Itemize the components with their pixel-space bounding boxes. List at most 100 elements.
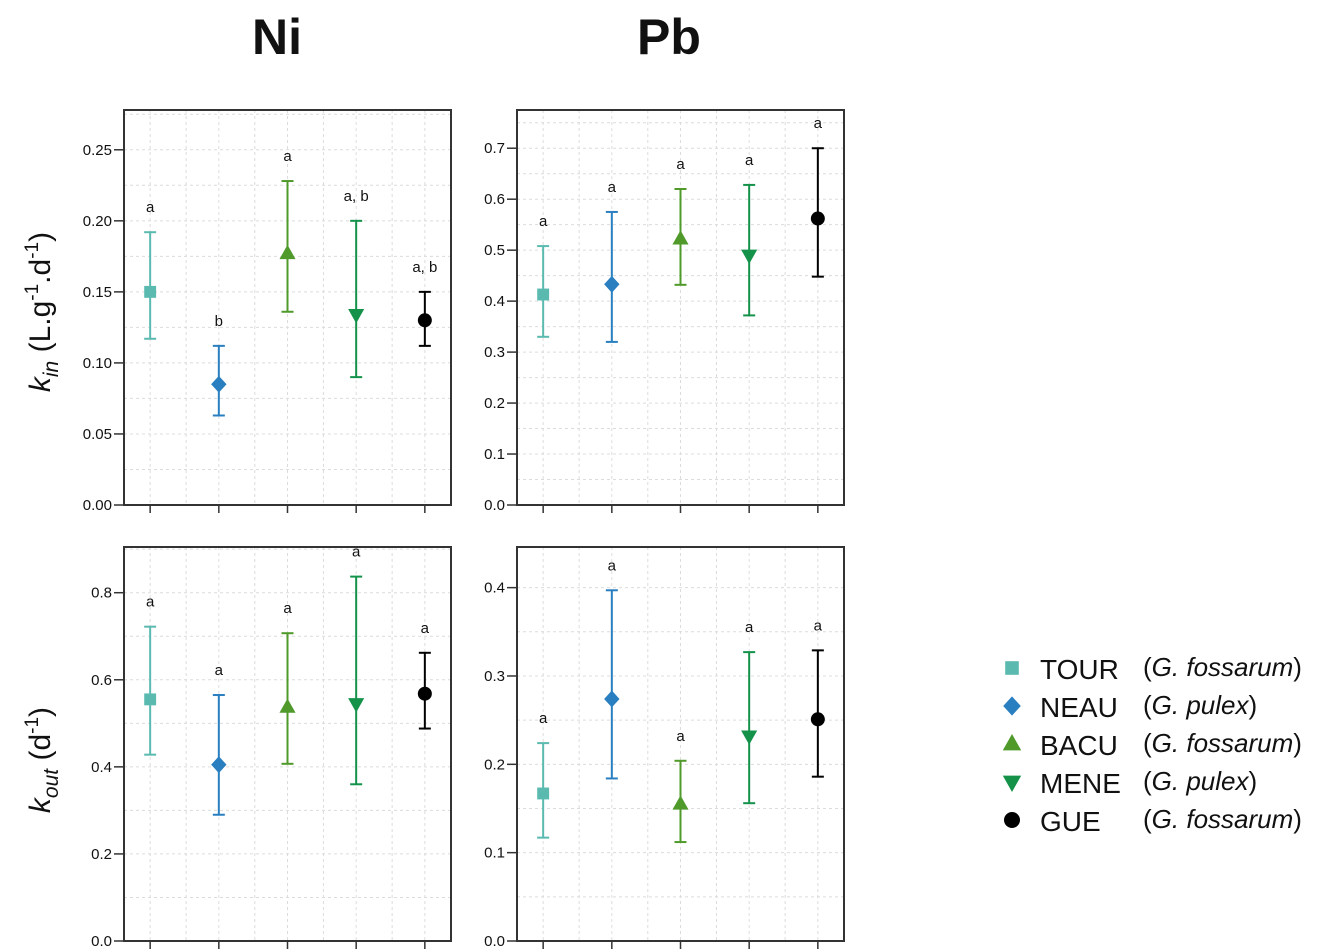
kin-sup-2: -1 [22,242,43,259]
data-point-BACU [672,795,689,810]
legend-marker-BACU [1002,734,1022,751]
panel-Pb-kout: 0.0 0.1 0.2 0.3 0.4 a a a a a [484,546,845,950]
legend-species-label: (G. pulex) [1143,766,1257,796]
kin-unit-mid: .d [24,259,57,284]
kout-symbol: k [24,796,57,813]
significance-letter-GUE: a [814,617,823,634]
y-tick-label: 0.0 [91,933,112,950]
y-tick-label: 0.1 [484,446,505,463]
y-tick-label: 0.3 [484,668,505,685]
column-titles: Ni Pb [252,9,701,65]
error-bar-MENE [350,575,363,786]
legend-site-label: GUE [1040,806,1101,837]
legend-species-label: (G. fossarum) [1143,652,1302,682]
data-point-NEAU [211,375,227,393]
data-point-BACU [279,698,296,713]
significance-letter-MENE: a [745,152,754,169]
svg-text:kout (d-1): kout (d-1) [22,707,63,813]
data-point-BACU [279,244,296,260]
y-tick-label: 0.8 [91,585,112,602]
y-tick-label: 0.2 [484,756,505,773]
y-tick-label: 0.10 [83,355,112,372]
data-point-NEAU [604,690,620,708]
y-tick-label: 0.0 [484,933,505,950]
y-tick-label: 0.6 [484,191,505,208]
y-tick-label: 0.5 [484,242,505,259]
error-bar-TOUR [144,625,157,756]
y-tick-label: 0.6 [91,672,112,689]
y-axis-label-kout: kout (d-1) [22,707,63,813]
data-point-TOUR [537,288,550,301]
kin-symbol: k [24,375,57,392]
y-tick-label: 0.7 [484,140,505,157]
legend-site-label: TOUR [1040,654,1119,685]
data-point-TOUR [144,693,157,706]
significance-letter-MENE: a, b [344,188,369,205]
y-tick-label: 0.15 [83,284,112,301]
significance-letter-NEAU: a [608,179,617,196]
significance-letter-NEAU: a [215,662,224,679]
significance-letter-BACU: a [283,600,292,617]
legend-item-TOUR: TOUR (G. fossarum) [1005,652,1302,685]
error-bar-MENE [350,219,363,379]
legend-site-label: NEAU [1040,692,1118,723]
legend-item-GUE: GUE (G. fossarum) [1004,804,1302,837]
significance-letter-GUE: a [421,620,430,637]
legend-species-label: (G. fossarum) [1143,728,1302,758]
y-tick-label: 0.2 [91,846,112,863]
kin-unit-open: (L.g [24,301,57,361]
data-point-NEAU [604,275,620,293]
y-tick-label: 0.05 [83,426,112,443]
panel-Pb-kin: 0.0 0.1 0.2 0.3 0.4 0.5 0.6 0.7 a a a a a [484,109,845,514]
legend-item-NEAU: NEAU (G. pulex) [1003,690,1257,723]
legend-item-BACU: BACU (G. fossarum) [1002,728,1302,761]
significance-letter-TOUR: a [146,594,155,611]
legend-marker-TOUR [1005,661,1019,675]
y-tick-label: 0.0 [484,497,505,514]
data-point-GUE [417,313,432,328]
column-title-ni: Ni [252,9,302,65]
legend-item-MENE: MENE (G. pulex) [1002,766,1257,799]
kin-unit-close: ) [24,232,57,242]
legend-species-label: (G. fossarum) [1143,804,1302,834]
y-axis-label-kin: kin (L.g-1.d-1) [22,232,63,392]
significance-letter-TOUR: a [539,213,548,230]
panel-Ni-kout: 0.0 0.2 0.4 0.6 0.8 a a a a a [91,544,452,950]
significance-letter-GUE: a [814,115,823,132]
data-point-TOUR [144,285,157,298]
data-point-NEAU [211,756,227,774]
data-point-GUE [810,211,825,226]
data-point-GUE [810,712,825,727]
legend-marker-NEAU [1003,696,1021,716]
significance-letter-BACU: a [676,156,685,173]
data-point-BACU [672,230,689,245]
kout-unit-close: ) [24,707,57,717]
data-point-MENE [741,730,758,745]
y-tick-label: 0.4 [91,759,112,776]
legend-site-label: BACU [1040,730,1118,761]
error-bar-NEAU [212,694,225,816]
significance-letter-MENE: a [745,619,754,636]
legend-species-label: (G. pulex) [1143,690,1257,720]
data-point-GUE [417,686,432,701]
legend: TOUR (G. fossarum) NEAU (G. pulex) BACU (G. f… [1002,652,1302,837]
data-point-MENE [348,309,365,324]
error-bar-NEAU [605,589,618,780]
data-point-MENE [348,698,365,713]
y-tick-label: 0.4 [484,293,505,310]
grid [517,547,844,942]
significance-letter-MENE: a [352,544,361,561]
legend-site-label: MENE [1040,768,1121,799]
kout-subscript: out [40,768,63,798]
y-tick-label: 0.3 [484,344,505,361]
significance-letter-BACU: a [676,728,685,745]
column-title-pb: Pb [637,9,701,65]
kout-sup-1: -1 [22,717,43,734]
kin-subscript: in [40,361,63,377]
y-tick-label: 0.00 [83,497,112,514]
significance-letter-TOUR: a [539,710,548,727]
significance-letter-BACU: a [283,148,292,165]
svg-text:kin (L.g-1.d-1): kin (L.g-1.d-1) [22,232,63,392]
y-tick-label: 0.4 [484,580,505,597]
